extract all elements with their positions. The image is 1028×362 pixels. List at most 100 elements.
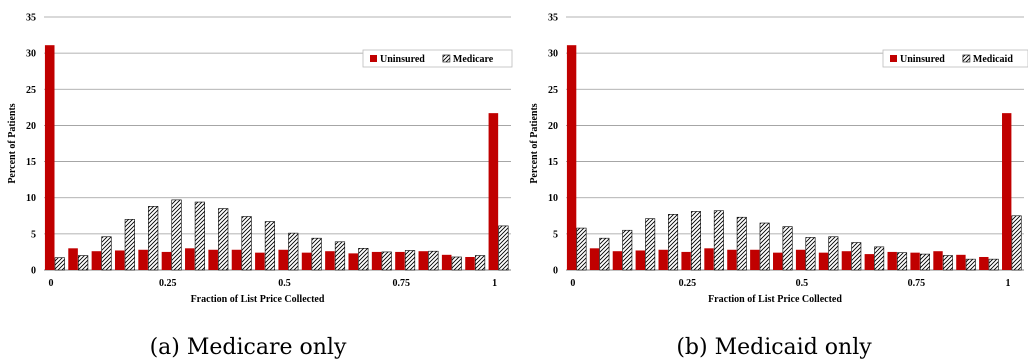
bar-uninsured (773, 252, 783, 270)
bar-uninsured (566, 45, 577, 270)
bar-medicare (498, 225, 509, 271)
bar-uninsured (1002, 113, 1012, 270)
bar-medicare (78, 255, 89, 271)
bar-uninsured (887, 251, 897, 270)
bar-uninsured (818, 252, 829, 270)
legend-swatch-uninsured (890, 55, 897, 62)
bar-uninsured (589, 248, 600, 270)
bar-uninsured (418, 251, 429, 270)
bar-uninsured (465, 256, 475, 270)
bar-uninsured (255, 252, 265, 270)
x-tick-label: 0.25 (159, 278, 177, 289)
bar-medicaid (622, 229, 633, 271)
bar-medicaid (965, 258, 976, 271)
x-tick-label: 0 (570, 278, 575, 289)
y-tick-label: 20 (548, 121, 558, 132)
bar-medicaid (690, 211, 701, 271)
caption-medicare: (a) Medicare only (150, 335, 347, 360)
legend-label-uninsured: Uninsured (380, 54, 425, 65)
bar-uninsured (956, 254, 966, 270)
x-tick-label: 1 (1005, 278, 1010, 289)
bar-medicaid (1011, 215, 1022, 271)
bar-medicare (54, 257, 65, 271)
bar-medicaid (668, 214, 679, 271)
bar-medicaid (942, 255, 953, 271)
chart-panel-medicare: (a) Medicare only 0 5 10 15 20 25 30 35 0 0.25 0.5… (7, 13, 513, 360)
bar-medicaid (645, 218, 656, 271)
bar-medicaid (759, 222, 770, 271)
bar-medicaid (919, 253, 930, 271)
bar-uninsured (488, 113, 499, 270)
bar-medicare (334, 241, 346, 271)
x-tick-label: 0 (49, 278, 54, 289)
bar-uninsured (681, 251, 691, 270)
bar-uninsured (395, 251, 405, 270)
bar-medicaid (988, 258, 999, 271)
y-tick-label: 35 (26, 13, 36, 24)
bar-medicaid (736, 216, 747, 271)
y-tick-label: 5 (31, 229, 36, 240)
legend-label-medicaid: Medicaid (973, 54, 1013, 65)
bar-uninsured (635, 250, 646, 270)
bar-medicaid (897, 252, 908, 271)
bar-uninsured (910, 252, 920, 270)
bar-medicaid (851, 242, 862, 271)
y-tick-label: 15 (548, 157, 558, 168)
y-tick-label: 0 (31, 266, 36, 277)
legend-box (362, 49, 513, 68)
bar-medicare (451, 256, 462, 271)
x-axis-title: Fraction of List Price Collected (191, 294, 325, 305)
bar-uninsured (114, 250, 125, 270)
y-tick-label: 0 (553, 266, 558, 277)
bar-medicare (148, 206, 159, 271)
bar-uninsured (795, 249, 806, 270)
bar-uninsured (348, 253, 359, 270)
bar-uninsured (658, 249, 668, 270)
y-tick-label: 15 (26, 157, 36, 168)
bar-uninsured (44, 45, 55, 270)
bar-medicaid (576, 227, 587, 271)
bar-medicaid (828, 236, 839, 271)
bar-uninsured (441, 254, 452, 270)
y-tick-label: 25 (26, 85, 36, 96)
bar-medicare (171, 199, 182, 271)
bar-uninsured (278, 249, 289, 270)
bar-medicaid (782, 226, 793, 271)
legend-label-medicare: Medicare (453, 54, 494, 65)
y-tick-label: 10 (548, 193, 558, 204)
bar-uninsured (325, 251, 335, 270)
caption-medicaid: (b) Medicaid only (676, 335, 872, 360)
bar-medicaid (874, 246, 885, 271)
bar-uninsured (704, 248, 714, 270)
bar-medicare (264, 221, 276, 271)
bar-uninsured (864, 254, 875, 270)
bar-uninsured (138, 249, 148, 270)
y-tick-label: 30 (548, 49, 558, 60)
bar-medicaid (713, 210, 724, 271)
bar-uninsured (68, 248, 78, 270)
bar-medicare (194, 201, 205, 271)
legend-label-uninsured: Uninsured (900, 54, 945, 65)
x-tick-label: 0.75 (908, 278, 926, 289)
bar-uninsured (750, 249, 760, 270)
y-tick-label: 10 (26, 193, 36, 204)
bar-medicare (288, 232, 299, 271)
x-tick-label: 0.25 (679, 278, 697, 289)
bar-medicare (381, 251, 392, 271)
bar-uninsured (91, 251, 102, 270)
bar-medicare (358, 248, 369, 271)
bar-medicare (101, 236, 112, 271)
x-tick-label: 0.5 (796, 278, 809, 289)
bar-medicare (474, 255, 486, 271)
bar-uninsured (161, 251, 172, 270)
x-tick-label: 0.5 (278, 278, 291, 289)
bar-medicare (404, 250, 416, 271)
x-axis-title: Fraction of List Price Collected (708, 294, 842, 305)
y-axis-title: Percent of Patients (529, 103, 540, 183)
bar-uninsured (371, 251, 382, 270)
bar-uninsured (185, 248, 195, 270)
bar-uninsured (933, 251, 943, 270)
x-tick-label: 1 (492, 278, 497, 289)
chart-panel-medicaid: (b) Medicaid only 0 5 10 15 20 25 30 35 0 0.25 0.5… (529, 13, 1028, 360)
